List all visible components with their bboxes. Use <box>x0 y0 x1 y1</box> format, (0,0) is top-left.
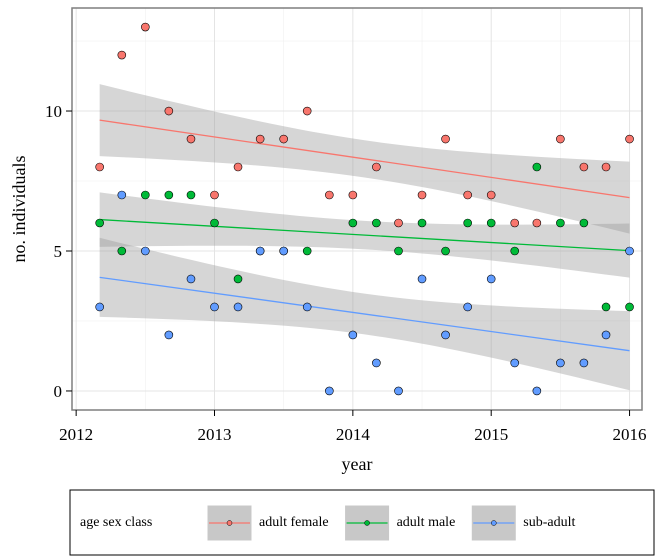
data-point <box>417 274 427 284</box>
data-point <box>348 190 358 200</box>
y-tick-label: 10 <box>45 102 62 121</box>
legend-point <box>226 520 233 526</box>
data-point <box>279 246 288 256</box>
data-point <box>532 218 542 228</box>
data-point <box>141 22 150 32</box>
data-point <box>210 190 219 200</box>
data-point <box>117 190 127 200</box>
data-point <box>510 246 520 256</box>
data-point <box>279 134 288 144</box>
data-point <box>532 162 542 172</box>
data-point <box>141 246 150 256</box>
y-tick-label: 0 <box>54 382 63 401</box>
data-point <box>556 218 565 228</box>
data-point <box>95 218 104 228</box>
data-point <box>579 218 589 228</box>
data-point <box>372 218 381 228</box>
data-point <box>601 162 611 172</box>
data-point <box>302 246 312 256</box>
data-point <box>186 190 196 200</box>
trend-line <box>99 119 630 199</box>
data-point <box>625 134 634 144</box>
data-point <box>601 330 611 340</box>
data-point <box>95 302 104 312</box>
data-point <box>164 106 174 116</box>
data-point <box>348 330 358 340</box>
data-point <box>394 246 403 256</box>
data-point <box>95 162 104 172</box>
legend-point <box>364 520 370 526</box>
trend-line <box>99 276 630 352</box>
data-point <box>510 218 520 228</box>
data-point <box>463 190 472 200</box>
data-point <box>625 246 634 256</box>
x-tick-label: 2014 <box>336 425 371 444</box>
data-point <box>532 386 542 396</box>
data-point <box>601 302 611 312</box>
data-point <box>302 302 312 312</box>
y-tick-label: 5 <box>54 242 63 261</box>
data-point <box>394 386 403 396</box>
data-point <box>486 190 496 200</box>
data-point <box>255 246 265 256</box>
data-point <box>579 162 589 172</box>
data-point <box>463 302 472 312</box>
data-point <box>579 358 589 368</box>
data-point <box>372 358 381 368</box>
data-point <box>394 218 403 228</box>
legend-label: sub-adult <box>523 515 575 530</box>
data-point <box>556 358 565 368</box>
data-point <box>372 162 381 172</box>
data-point <box>556 134 565 144</box>
data-point <box>141 190 150 200</box>
data-point <box>325 386 334 396</box>
data-point <box>463 218 472 228</box>
data-point <box>510 358 520 368</box>
data-point <box>233 162 243 172</box>
plot-area <box>71 7 643 411</box>
data-point <box>441 134 450 144</box>
legend-title: age sex class <box>80 515 152 530</box>
data-point <box>302 106 312 116</box>
data-point <box>186 134 196 144</box>
data-point <box>625 302 634 312</box>
trend-line <box>99 218 630 252</box>
legend-label: adult male <box>397 515 456 530</box>
x-tick-label: 2015 <box>474 425 508 444</box>
data-point <box>233 274 243 284</box>
data-point <box>255 134 265 144</box>
y-axis-label: no. individuals <box>9 156 29 263</box>
x-tick-label: 2013 <box>198 425 232 444</box>
data-point <box>164 190 174 200</box>
data-point <box>210 218 219 228</box>
panel <box>72 8 642 410</box>
data-point <box>348 218 358 228</box>
data-point <box>417 190 427 200</box>
data-point <box>117 246 127 256</box>
data-point <box>486 218 496 228</box>
x-tick-label: 2016 <box>613 425 647 444</box>
data-point <box>186 274 196 284</box>
panel-border <box>71 7 643 411</box>
data-point <box>417 218 427 228</box>
x-tick-label: 2012 <box>59 425 93 444</box>
data-point <box>486 274 496 284</box>
data-point <box>210 302 219 312</box>
legend-label: adult female <box>259 515 329 530</box>
data-point <box>441 330 450 340</box>
data-point <box>117 50 127 60</box>
legend-point <box>491 520 497 526</box>
x-axis-label: year <box>342 454 373 474</box>
data-point <box>233 302 243 312</box>
data-point <box>325 190 334 200</box>
data-point <box>441 246 450 256</box>
data-point <box>164 330 174 340</box>
